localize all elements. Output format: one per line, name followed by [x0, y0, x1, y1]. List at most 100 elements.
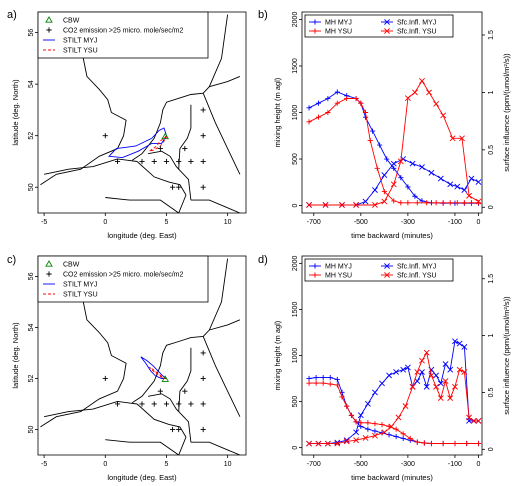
- data-point: [386, 432, 392, 438]
- x-tick-label: 10: [224, 461, 232, 468]
- x-tick-label: 0: [477, 461, 481, 468]
- data-point: [423, 383, 430, 390]
- series-3: [306, 349, 482, 447]
- data-point: [466, 192, 472, 199]
- legend-marker: [312, 263, 318, 269]
- country-border: [209, 319, 241, 331]
- country-border: [148, 150, 192, 201]
- data-point: [369, 128, 376, 134]
- emission-point: [200, 375, 206, 382]
- data-point: [449, 135, 456, 142]
- y2-tick-label: 0: [488, 205, 495, 209]
- coastline-continent: [131, 14, 229, 161]
- emission-point: [200, 401, 206, 407]
- emission-point: [176, 184, 182, 190]
- data-point: [379, 421, 385, 428]
- emission-point: [176, 401, 182, 407]
- emission-point: [102, 375, 108, 382]
- data-point: [334, 100, 340, 106]
- data-point: [454, 183, 461, 190]
- data-point: [381, 429, 388, 436]
- y2-tick-label: 1.5: [488, 274, 495, 284]
- data-point: [437, 395, 444, 402]
- data-point: [475, 198, 482, 205]
- data-point: [334, 376, 340, 383]
- data-point: [364, 400, 371, 407]
- data-point: [393, 426, 399, 432]
- x-tick-label: -100: [448, 219, 462, 226]
- data-point: [353, 202, 360, 208]
- series-3: [306, 77, 482, 208]
- y-tick-label: 1000: [292, 105, 299, 121]
- x-axis-label: time backward (minutes): [351, 473, 433, 482]
- data-point: [407, 435, 413, 442]
- y-tick-label: 2000: [292, 12, 299, 28]
- country-border: [178, 347, 192, 412]
- data-point: [400, 366, 407, 373]
- emission-point: [182, 145, 188, 152]
- data-point: [327, 381, 333, 387]
- y2-tick-label: 1: [488, 334, 495, 338]
- data-point: [313, 375, 319, 381]
- emission-point: [200, 350, 206, 356]
- data-point: [344, 95, 350, 102]
- emission-point: [176, 426, 182, 433]
- data-point: [384, 156, 390, 162]
- emission-point: [163, 158, 170, 165]
- data-point: [398, 175, 404, 181]
- data-point: [456, 340, 463, 347]
- y2-tick-label: 1.5: [488, 30, 495, 40]
- data-point: [419, 369, 425, 375]
- data-point: [365, 420, 371, 426]
- data-point: [325, 109, 331, 116]
- line-panel-1: b) -700 -500 -300 -100 0 0 500 1000 1500 2000 0 0.5 1…: [258, 9, 511, 240]
- data-point: [334, 440, 341, 447]
- coastline-uk: [40, 258, 127, 428]
- x-tick-label: -300: [401, 461, 415, 468]
- data-point: [381, 198, 388, 205]
- legend-label: Sfc.Infl. YSU: [397, 29, 437, 36]
- legend-box: [304, 14, 454, 38]
- x-tick-label: 0: [103, 219, 107, 226]
- emission-point: [151, 401, 157, 407]
- data-point: [391, 165, 397, 171]
- data-point: [437, 175, 444, 182]
- data-point: [343, 438, 350, 445]
- legend-label: CO2 emission >25 micro. mole/sec/m2: [63, 28, 184, 35]
- emission-point: [163, 401, 170, 407]
- country-border: [148, 393, 192, 443]
- y-tick-label: 0: [292, 446, 299, 450]
- data-point: [362, 435, 369, 441]
- data-point: [419, 77, 425, 84]
- emission-point: [188, 158, 194, 165]
- legend-marker: [46, 271, 52, 277]
- data-point: [358, 100, 364, 106]
- data-point: [372, 428, 378, 434]
- map-panel-2: c) -5 0 5 10 50 52 54 56 longitude (deg. East) lat…: [7, 254, 247, 482]
- data-point: [315, 114, 322, 120]
- data-point: [315, 440, 322, 447]
- data-point: [433, 372, 440, 379]
- x-tick-label: -500: [354, 219, 368, 226]
- data-point: [461, 344, 468, 350]
- emission-point: [139, 401, 145, 407]
- x-tick-label: 10: [224, 219, 232, 226]
- data-point: [400, 435, 406, 442]
- data-point: [353, 437, 360, 444]
- panel-label: a): [7, 9, 17, 21]
- emission-point: [182, 388, 188, 394]
- legend-label: CBW: [63, 262, 80, 269]
- stilt-ysu-trajectory: [148, 366, 167, 379]
- data-point: [447, 366, 454, 373]
- emission-point: [169, 426, 176, 433]
- data-point: [372, 432, 378, 439]
- emission-point: [114, 158, 121, 165]
- data-point: [362, 114, 369, 120]
- data-point: [433, 100, 440, 107]
- emission-point: [200, 184, 206, 190]
- y-tick-label: 0: [292, 204, 299, 208]
- data-point: [470, 417, 477, 424]
- data-point: [452, 383, 458, 390]
- y-tick-label: 2000: [292, 255, 299, 271]
- y-tick-label: 52: [28, 132, 35, 140]
